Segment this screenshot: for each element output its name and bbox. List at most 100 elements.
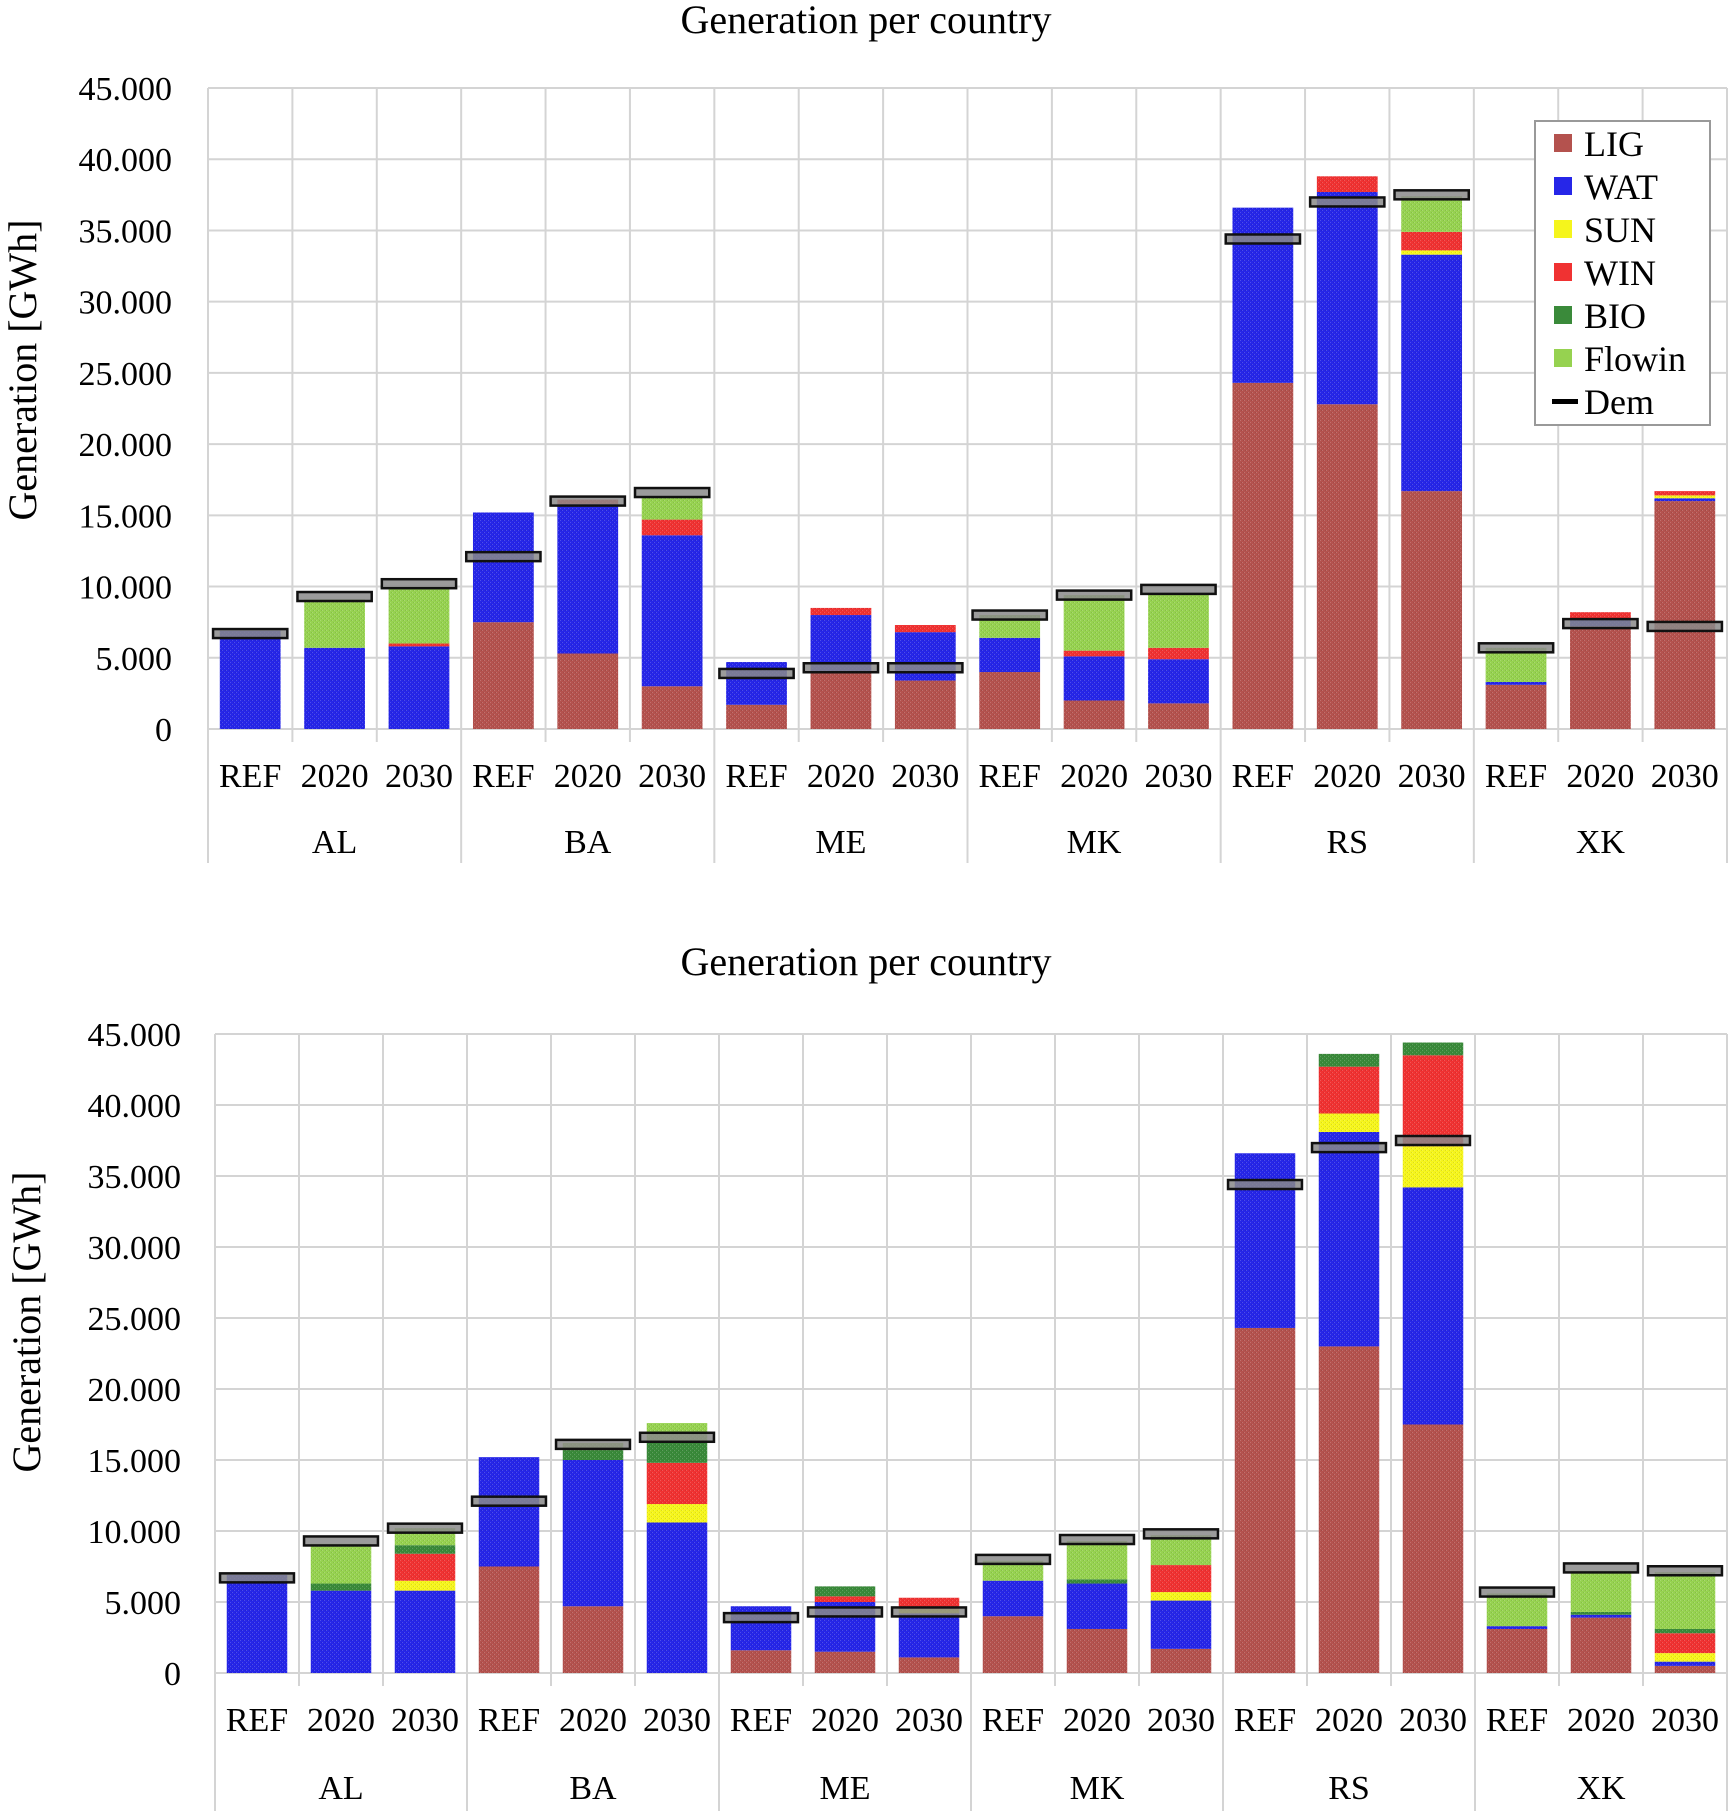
- scenario-label: REF: [472, 758, 534, 795]
- bar-texture: [395, 1591, 455, 1673]
- bar-texture: [1401, 196, 1462, 232]
- demand-marker: [388, 1524, 462, 1533]
- bar-texture: [473, 622, 534, 729]
- demand-marker: [973, 611, 1047, 620]
- demand-marker: [213, 629, 287, 638]
- y-tick-label: 30.000: [79, 285, 173, 322]
- bar-texture: [815, 1586, 875, 1596]
- bar-texture: [1655, 1662, 1715, 1666]
- scenario-label: 2020: [811, 1702, 879, 1739]
- y-tick-label: 40.000: [79, 142, 173, 179]
- bar-texture: [1655, 1666, 1715, 1673]
- bar-texture: [899, 1657, 959, 1673]
- bar-texture: [647, 1463, 707, 1504]
- scenario-label: REF: [1486, 1702, 1548, 1739]
- demand-marker: [297, 592, 371, 601]
- bar-texture: [1401, 232, 1462, 251]
- y-tick-label: 0: [164, 1656, 181, 1693]
- chart-title-bottom: Generation per country: [681, 939, 1052, 984]
- legend-label-wat: WAT: [1584, 167, 1658, 207]
- demand-marker: [1396, 1136, 1470, 1145]
- y-tick-label: 25.000: [79, 356, 173, 393]
- scenario-label: 2020: [1566, 758, 1634, 795]
- bar-texture: [1403, 1146, 1463, 1187]
- bar-texture: [1655, 1629, 1715, 1633]
- bar-texture: [1486, 685, 1547, 729]
- bar-texture: [811, 673, 872, 729]
- y-tick-label: 20.000: [88, 1372, 182, 1409]
- legend-swatch-flowin: [1554, 349, 1572, 367]
- bar-texture: [1151, 1649, 1211, 1673]
- scenario-label: 2030: [1651, 1702, 1719, 1739]
- bar-texture: [647, 1504, 707, 1522]
- scenario-label: REF: [979, 758, 1041, 795]
- bar-texture: [311, 1584, 371, 1591]
- legend-swatch-sun: [1554, 220, 1572, 238]
- bar-texture: [731, 1650, 791, 1673]
- demand-marker: [466, 552, 540, 561]
- y-tick-label: 5.000: [105, 1585, 182, 1622]
- scenario-label: 2030: [1398, 758, 1466, 795]
- demand-marker: [1060, 1535, 1134, 1544]
- scenario-label: 2030: [638, 758, 706, 795]
- chart-title-top: Generation per country: [681, 0, 1052, 42]
- bar-texture: [1319, 1346, 1379, 1673]
- bar-texture: [304, 648, 365, 729]
- demand-marker: [1312, 1143, 1386, 1152]
- bar-texture: [1151, 1535, 1211, 1565]
- scenario-label: 2030: [391, 1702, 459, 1739]
- country-label: BA: [564, 824, 612, 861]
- bar-texture: [1654, 501, 1715, 729]
- bar-texture: [1403, 1055, 1463, 1146]
- legend-swatch-dem: [1552, 399, 1578, 404]
- plot-top: 0 5.000 10.000 15.000 20.000 25.000 30.000 35.0…: [79, 71, 1728, 863]
- bar-texture: [1571, 1618, 1631, 1673]
- legend-label-flowin: Flowin: [1584, 339, 1686, 379]
- demand-marker: [1479, 643, 1553, 652]
- bar-texture: [389, 589, 450, 643]
- scenario-label: REF: [725, 758, 787, 795]
- demand-marker: [888, 663, 962, 672]
- bar-texture: [1487, 1629, 1547, 1673]
- country-label: XK: [1576, 1770, 1626, 1807]
- demand-marker: [635, 488, 709, 497]
- bar-texture: [1655, 1633, 1715, 1653]
- bar-texture: [1403, 1043, 1463, 1056]
- bar-texture: [1487, 1593, 1547, 1626]
- bar-texture: [1319, 1132, 1379, 1346]
- bar-texture: [1064, 656, 1125, 700]
- demand-marker: [724, 1613, 798, 1622]
- bar-texture: [563, 1606, 623, 1673]
- legend-swatch-wat: [1554, 177, 1572, 195]
- legend-label-bio: BIO: [1584, 296, 1646, 336]
- bar-texture: [642, 535, 703, 686]
- legend-label-sun: SUN: [1584, 210, 1656, 250]
- bar-texture: [1403, 1425, 1463, 1674]
- scenario-label: REF: [219, 758, 281, 795]
- scenario-label: 2030: [385, 758, 453, 795]
- bar-texture: [642, 520, 703, 536]
- y-tick-label: 35.000: [88, 1159, 182, 1196]
- bar-texture: [1148, 703, 1209, 729]
- bar-texture: [304, 599, 365, 647]
- demand-marker: [556, 1440, 630, 1449]
- plot-bottom: 0 5.000 10.000 15.000 20.000 25.000 30.000 35.0…: [88, 1017, 1728, 1811]
- legend-label-dem: Dem: [1584, 382, 1654, 422]
- bar-texture: [227, 1575, 287, 1673]
- figure: Generation per country Generation [GWh] …: [0, 0, 1731, 1813]
- demand-marker: [1144, 1529, 1218, 1538]
- y-tick-label: 10.000: [79, 570, 173, 607]
- demand-marker: [1648, 622, 1722, 631]
- bar-texture: [1319, 1054, 1379, 1067]
- bar-texture: [1401, 255, 1462, 491]
- scenario-label: 2020: [1060, 758, 1128, 795]
- bar-texture: [1571, 1571, 1631, 1612]
- bar-texture: [1064, 651, 1125, 657]
- bar-texture: [1235, 1328, 1295, 1673]
- country-label: MK: [1067, 824, 1122, 861]
- country-label: ME: [820, 1770, 871, 1807]
- y-tick-label: 45.000: [79, 71, 173, 108]
- y-tick-label: 15.000: [88, 1443, 182, 1480]
- legend-label-lig: LIG: [1584, 124, 1644, 164]
- demand-marker: [1228, 1180, 1302, 1189]
